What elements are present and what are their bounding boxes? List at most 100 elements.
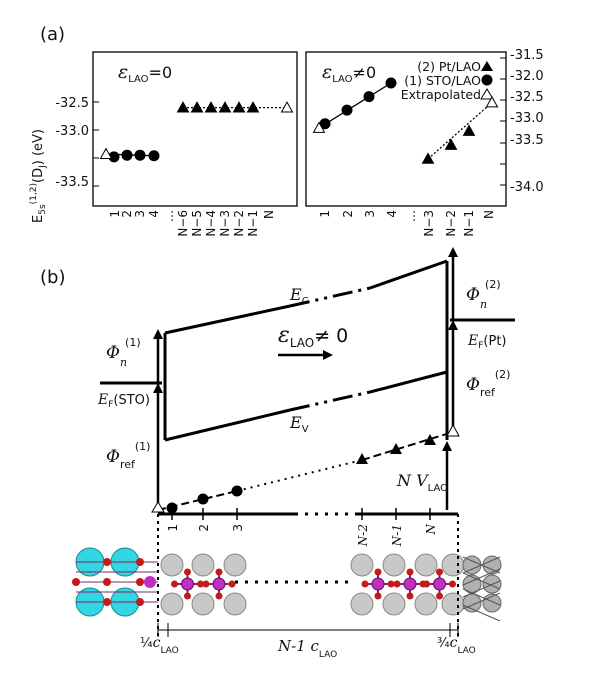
b-marker-circle-3	[231, 485, 243, 497]
phi-ref1-label: Φref(1)	[106, 440, 150, 471]
lao-left-la-bottom-0	[160, 592, 184, 616]
pt-hatch-b-3	[462, 592, 501, 610]
lao-right-ox-b-2	[436, 592, 443, 600]
a-right-pt-fit-line	[427, 102, 493, 160]
left-xtick-9: N−2	[232, 210, 246, 237]
conduction-band-edge	[163, 259, 449, 440]
lao-layers-right	[350, 553, 465, 616]
a-left-pt-point-3	[204, 101, 218, 113]
pt-hatch-b-0	[462, 556, 501, 574]
pt-atom-1	[482, 555, 502, 575]
lao-right-la-top-3	[441, 553, 465, 577]
right-xtick-4: …	[404, 210, 418, 222]
lao-left-ox-l-0	[171, 580, 178, 588]
right-xtick-5: N−3	[422, 210, 436, 237]
b-marker-extrapolated-left	[151, 501, 165, 513]
valence-band-edge	[164, 370, 448, 442]
field-label: εLAO≠ 0	[278, 323, 348, 350]
legend-label-pt: (2) Pt/LAO	[417, 59, 481, 74]
phi-n1-label: Φn(1)	[106, 336, 141, 369]
panel-a-ylabel: E5s(1,2)(DJ) (eV)	[29, 129, 48, 223]
right-ytick-label-0: -31.5	[510, 48, 544, 63]
legend-label-extrapolated: Extrapolated	[401, 87, 481, 102]
lao-right-al-1	[403, 577, 417, 591]
ylabel-unit: ) (eV)	[31, 129, 46, 165]
mid-cell-label: N-1 cLAO	[277, 637, 337, 660]
a-left-extrapolated-point-1	[99, 147, 113, 159]
sto-oxygen-2	[136, 578, 144, 586]
sto-interface-site	[144, 576, 156, 588]
b-marks	[151, 423, 460, 514]
b-tick-label-3: 3	[231, 524, 245, 532]
lao-right-ox-l-0	[361, 580, 369, 588]
b-marker-circle-1	[166, 502, 178, 514]
a-right-sto-point-4	[385, 77, 397, 89]
a-right-pt-point-3	[462, 124, 476, 136]
right-xtick-3: 4	[385, 210, 399, 218]
crystal-structure	[72, 547, 502, 622]
left-xtick-10: N−1	[246, 210, 260, 237]
ylabel-rest: (D	[31, 168, 46, 183]
right-xtick-7: N−1	[462, 210, 476, 237]
phi-n2-label: Φn(2)	[466, 278, 501, 311]
b-marker-triangle-n	[424, 434, 436, 445]
lao-left-la-top-1	[191, 553, 215, 577]
ylabel-sub: 5s	[38, 204, 48, 215]
ylabel-sup: (1,2)	[29, 183, 39, 204]
lao-right-al-0	[371, 577, 385, 591]
left-ytick-label-2: -33.5	[55, 175, 89, 190]
lao-right-ox-b-0	[374, 592, 382, 600]
a-left-sto-point-4	[148, 150, 160, 162]
ec-label: EC	[289, 285, 309, 307]
nv-label: N VLAO	[396, 471, 448, 494]
ec-left-segment	[164, 304, 291, 335]
left-ytick-label-0: -32.5	[55, 96, 89, 111]
a-right-pt-point-2	[444, 138, 458, 150]
b-tick-label-n2: N-2	[356, 524, 370, 547]
right-xtick-0: 1	[318, 210, 332, 218]
left-xtick-7: N−4	[204, 210, 218, 237]
lao-right-la-top-0	[350, 553, 374, 577]
left-ytick-label-1: -33.0	[55, 124, 89, 139]
left-xtick-5: N−6	[176, 210, 190, 237]
left-xtick-8: N−3	[218, 210, 232, 237]
lao-right-la-bottom-0	[350, 592, 374, 616]
b-axis-ticks: 1 2 3 N-2 N-1 N	[166, 508, 438, 547]
lao-left-ox-t-1	[215, 568, 223, 576]
b-marker-extrapolated-right	[446, 423, 460, 437]
right-xtick-2: 3	[363, 210, 377, 218]
lao-left-ox-t-0	[184, 568, 191, 576]
left-yaxis-ticks: -32.5 -33.0 -33.5	[55, 96, 99, 190]
lao-left-al-0	[181, 577, 194, 591]
legend-marker-triangle	[481, 61, 493, 71]
lao-left-la-top-2	[223, 553, 247, 577]
lao-left-la-bottom-1	[191, 592, 215, 616]
a-right-sto-point-1	[319, 118, 331, 130]
ec-dashed-segment	[289, 286, 371, 308]
panel-a-label: (a)	[40, 24, 65, 45]
b-tick-label-1: 1	[166, 524, 180, 532]
a-right-extrapolated-point-2	[485, 95, 499, 108]
left-xtick-1: 2	[120, 210, 134, 218]
ev-left-segment	[164, 408, 291, 442]
legend-label-sto: (1) STO/LAO	[404, 73, 481, 88]
ef-pt-label: EF(Pt)	[467, 333, 507, 351]
ev-label: EV	[289, 413, 309, 435]
lao-right-ox-r-2	[449, 580, 456, 588]
lao-left-ox-b-0	[184, 592, 191, 600]
lao-right-ox-r-0	[387, 580, 395, 588]
left-epsilon-annotation: εLAO=0	[118, 61, 172, 85]
lao-right-ox-t-1	[406, 568, 414, 576]
ev-right-segment	[369, 370, 448, 394]
legend: (2) Pt/LAO (1) STO/LAO Extrapolated	[401, 59, 494, 102]
ylabel-rest-sub: J	[38, 165, 48, 169]
left-xtick-6: N−5	[190, 210, 204, 237]
lao-right-la-bottom-1	[382, 592, 406, 616]
lao-right-ox-l-1	[393, 580, 401, 588]
pt-electrode	[462, 555, 502, 622]
lao-right-ox-b-1	[406, 592, 414, 600]
legend-marker-open-triangle	[480, 88, 494, 100]
plot-a-right-frame	[305, 51, 507, 207]
a-left-extrapolated-point-2	[280, 101, 294, 113]
lao-left-ox-r-1	[228, 580, 236, 588]
